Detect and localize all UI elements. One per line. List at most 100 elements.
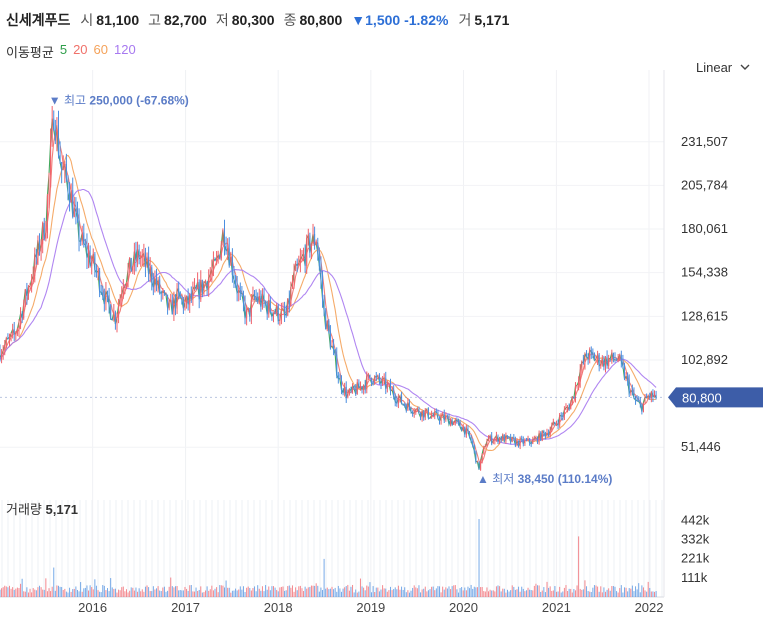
- volume-bar: [94, 579, 96, 597]
- volume-bar: [307, 587, 309, 597]
- volume-bar: [554, 586, 556, 597]
- volume-bar: [103, 585, 105, 597]
- volume-bar: [61, 587, 63, 597]
- candle-body: [555, 423, 557, 425]
- volume-bar: [543, 587, 545, 597]
- volume-bar: [446, 588, 448, 597]
- volume-value: 5,171: [474, 12, 510, 28]
- candle-body: [261, 293, 263, 307]
- candle-body: [29, 286, 31, 288]
- volume-bar: [646, 591, 648, 597]
- candle-body: [187, 295, 189, 305]
- candle-body: [567, 407, 569, 409]
- candle-body: [587, 356, 589, 360]
- candle-body: [97, 271, 99, 273]
- volume-bar: [635, 586, 637, 597]
- volume-bar: [329, 588, 331, 597]
- candle-body: [201, 279, 203, 293]
- volume-bar: [247, 586, 249, 597]
- candle-body: [165, 292, 167, 295]
- volume-bar: [162, 587, 164, 597]
- volume-bar: [475, 587, 477, 597]
- volume-tick-label: 111k: [681, 570, 708, 585]
- volume-bar: [269, 590, 271, 597]
- candle-body: [80, 241, 82, 243]
- candle-body: [189, 294, 191, 305]
- volume-bar: [282, 586, 284, 597]
- ma-120[interactable]: 120: [114, 42, 136, 57]
- volume-bar: [261, 586, 263, 597]
- candle-body: [386, 384, 388, 389]
- volume-bar: [81, 591, 83, 597]
- volume-bar: [200, 586, 202, 597]
- ma-5[interactable]: 5: [59, 42, 68, 57]
- volume-bar: [325, 588, 327, 597]
- volume-bar: [99, 591, 101, 597]
- volume-bar: [462, 590, 464, 597]
- volume-bar: [464, 587, 466, 597]
- volume-bar: [453, 585, 455, 597]
- y-tick-label: 102,892: [681, 352, 728, 367]
- volume-bar: [208, 590, 210, 597]
- volume-bar: [157, 586, 159, 597]
- x-tick-label: 2016: [78, 600, 107, 615]
- y-tick-label: 128,615: [681, 308, 728, 323]
- candle-body: [641, 403, 643, 412]
- candle-body: [198, 282, 200, 300]
- candle-body: [179, 292, 181, 298]
- candle-body: [94, 253, 96, 271]
- candle-body: [584, 353, 586, 363]
- volume-bar: [225, 580, 227, 597]
- volume-bar: [89, 585, 91, 597]
- volume-bar: [590, 591, 592, 597]
- volume-bar: [32, 588, 34, 597]
- candle-body: [7, 338, 9, 340]
- candle-body: [171, 300, 173, 315]
- candle-body: [378, 375, 380, 381]
- candle-body: [233, 274, 235, 280]
- volume-bar: [176, 586, 178, 597]
- candle-body: [140, 257, 142, 259]
- volume-bar: [593, 585, 595, 597]
- candle-body: [597, 354, 599, 359]
- candle-body: [510, 436, 512, 442]
- ma-20[interactable]: 20: [73, 42, 88, 57]
- candle-body: [254, 294, 256, 297]
- candle-body: [372, 382, 374, 384]
- candle-body: [363, 385, 365, 390]
- volume-bar: [355, 589, 357, 597]
- candle-body: [459, 421, 461, 427]
- volume-bar: [461, 586, 463, 597]
- volume-bar: [138, 588, 140, 597]
- volume-bar: [488, 591, 490, 597]
- volume-bar: [502, 588, 504, 597]
- scale-selector[interactable]: Linear: [696, 60, 750, 75]
- volume-bar: [519, 591, 521, 597]
- candle-body: [156, 277, 158, 286]
- volume-bar: [163, 586, 165, 597]
- volume-bar: [427, 590, 429, 597]
- volume-bar: [448, 586, 450, 597]
- volume-label: 거: [458, 12, 472, 28]
- volume-bar: [236, 590, 238, 597]
- volume-bar: [437, 586, 439, 597]
- volume-bar: [408, 592, 410, 597]
- candle-body: [61, 161, 63, 170]
- candle-body: [100, 291, 102, 293]
- candle-body: [291, 282, 293, 288]
- candle-body: [339, 378, 341, 380]
- volume-bar: [372, 586, 374, 597]
- volume-bar: [328, 589, 330, 597]
- volume-bar: [497, 585, 499, 597]
- volume-bar: [59, 586, 61, 597]
- candle-body: [524, 440, 526, 444]
- volume-bar: [350, 586, 352, 597]
- volume-bar: [118, 589, 120, 597]
- candle-body: [27, 286, 29, 296]
- candle-body: [315, 242, 317, 245]
- ma-60[interactable]: 60: [93, 42, 109, 57]
- candle-body: [375, 376, 377, 378]
- volume-bar: [421, 589, 423, 597]
- volume-bar: [310, 585, 312, 597]
